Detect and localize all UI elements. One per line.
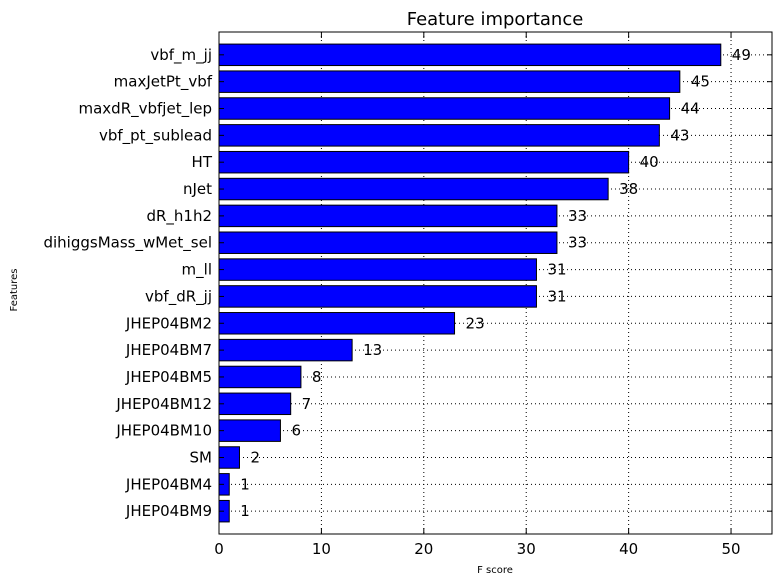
category-label: m_ll (182, 261, 212, 280)
category-label: JHEP04BM7 (125, 341, 212, 359)
bar-maxJetPt_vbf (218, 70, 681, 93)
bar-vbf_pt_sublead (218, 124, 660, 147)
category-label: HT (192, 153, 213, 171)
bar-dihiggsMass_wMet_sel (218, 231, 558, 254)
bars (218, 43, 722, 523)
value-label: 40 (640, 153, 659, 171)
value-label: 38 (619, 180, 638, 198)
value-label: 43 (670, 126, 689, 144)
bar-JHEP04BM2 (218, 312, 456, 335)
bar-JHEP04BM7 (218, 338, 353, 362)
category-label: maxdR_vbfjet_lep (79, 100, 213, 119)
value-label: 7 (302, 395, 312, 413)
bar-HT (218, 150, 630, 174)
value-label: 45 (691, 73, 710, 91)
value-label: 1 (240, 502, 250, 520)
category-label: JHEP04BM2 (125, 314, 212, 332)
x-tick-label: 10 (312, 540, 331, 558)
x-tick-label: 40 (619, 540, 638, 558)
value-label: 8 (312, 368, 322, 386)
bar-JHEP04BM5 (218, 365, 302, 389)
category-label: maxJetPt_vbf (114, 73, 213, 92)
value-label: 1 (240, 475, 250, 493)
x-tick-label: 30 (517, 540, 536, 558)
category-label: dihiggsMass_wMet_sel (43, 234, 212, 253)
labels: 0 10 20 30 40 50 vbf_m_jj 49 maxJetPt_vbf 45 maxdR… (43, 46, 750, 558)
category-label: SM (190, 448, 212, 466)
category-label: vbf_m_jj (150, 46, 212, 65)
category-label: vbf_pt_sublead (99, 126, 212, 145)
axis-ticks (218, 32, 772, 534)
category-label: JHEP04BM4 (125, 475, 212, 493)
y-axis-label: Features (9, 269, 20, 312)
value-label: 31 (547, 287, 566, 305)
category-label: JHEP04BM10 (115, 422, 212, 440)
value-label: 13 (363, 341, 382, 359)
bar-nJet (218, 177, 609, 201)
category-label: nJet (183, 180, 212, 198)
x-axis-label: F score (477, 565, 513, 576)
bar-JHEP04BM12 (218, 392, 292, 416)
plot-frame (218, 31, 773, 535)
bar-JHEP04BM10 (218, 419, 281, 442)
category-label: JHEP04BM12 (115, 395, 212, 413)
value-label: 33 (568, 207, 587, 225)
bar-vbf_dR_jj (218, 285, 537, 308)
category-label: dR_h1h2 (146, 207, 212, 226)
category-label: JHEP04BM9 (125, 502, 212, 520)
value-label: 31 (547, 261, 566, 279)
bar-vbf_m_jj (218, 43, 722, 67)
value-label: 44 (681, 100, 700, 118)
bar-m_ll (218, 258, 537, 281)
category-label: vbf_dR_jj (145, 287, 212, 306)
category-label: JHEP04BM5 (125, 368, 212, 386)
chart-title: Feature importance (407, 9, 584, 30)
value-label: 23 (466, 314, 485, 332)
value-label: 2 (250, 448, 260, 466)
x-tick-label: 20 (414, 540, 433, 558)
bar-dR_h1h2 (218, 204, 558, 228)
value-label: 33 (568, 234, 587, 252)
x-tick-label: 0 (214, 540, 224, 558)
bar-maxdR_vbfjet_lep (218, 97, 671, 120)
value-label: 49 (732, 46, 751, 64)
value-label: 6 (291, 422, 301, 440)
x-tick-label: 50 (721, 540, 740, 558)
